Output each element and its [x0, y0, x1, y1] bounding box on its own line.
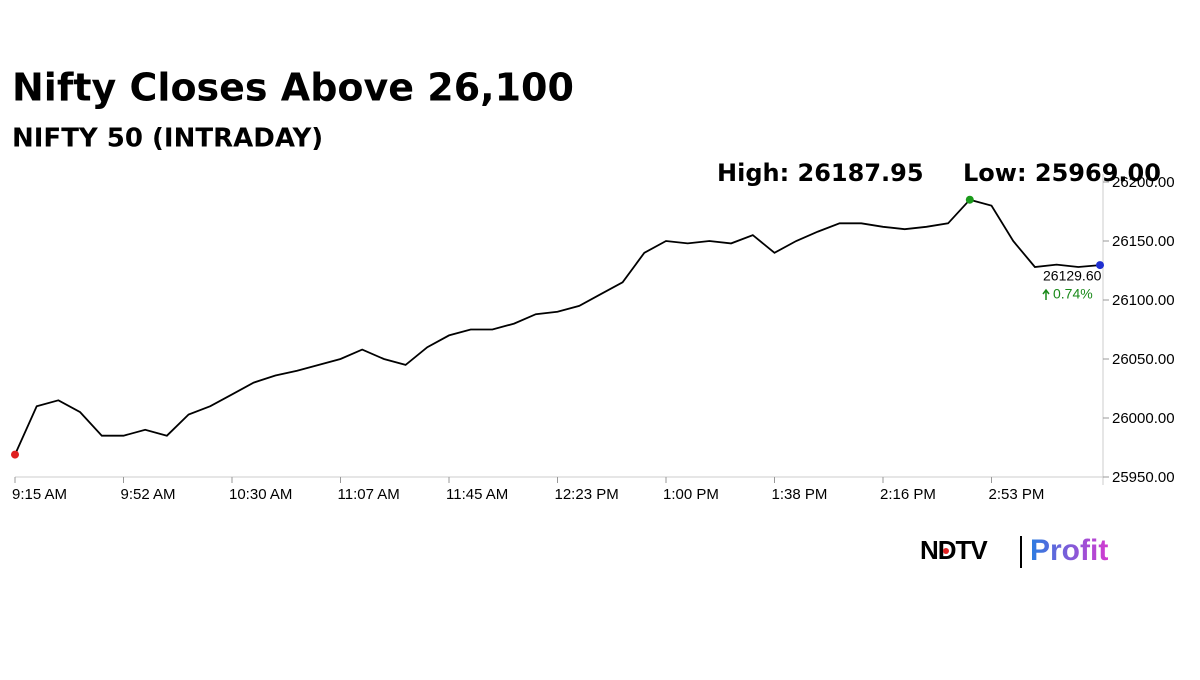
x-tick-label: 1:38 PM — [772, 486, 828, 503]
y-tick-label: 25950.00 — [1112, 469, 1175, 486]
price-line — [14, 198, 1101, 455]
low-label: Low: 25969.00 — [963, 159, 1161, 187]
x-tick-label: 9:52 AM — [121, 486, 176, 503]
y-tick-label: 26000.00 — [1112, 410, 1175, 427]
x-tick-label: 10:30 AM — [229, 486, 292, 503]
change-label: 0.74% — [1053, 286, 1093, 302]
last-marker — [1096, 261, 1104, 270]
x-tick-label: 11:45 AM — [446, 486, 508, 503]
y-tick-label: 26050.00 — [1112, 351, 1175, 368]
up-arrow — [1042, 288, 1050, 300]
high-label: High: 26187.95 — [717, 159, 924, 187]
x-tick-label: 12:23 PM — [555, 486, 619, 503]
chart-title: Nifty Closes Above 26,100 — [12, 66, 574, 110]
high-marker — [965, 195, 974, 204]
x-tick-label: 2:16 PM — [880, 486, 936, 503]
x-tick-label: 11:07 AM — [338, 486, 400, 503]
x-tick-label: 2:53 PM — [989, 486, 1045, 503]
y-tick-label: 26100.00 — [1112, 292, 1175, 309]
x-tick-label: 9:15 AM — [12, 486, 67, 503]
last-value-label: 26129.60 — [1043, 268, 1102, 284]
y-tick-label: 26200.00 — [1112, 174, 1175, 191]
logo-product: Profit — [1030, 534, 1108, 567]
logo-brand: NDTV — [920, 535, 988, 565]
x-tick-label: 1:00 PM — [663, 486, 719, 503]
chart-subtitle: NIFTY 50 (INTRADAY) — [12, 124, 323, 154]
y-tick-label: 26150.00 — [1112, 233, 1175, 250]
low-marker — [11, 450, 19, 459]
logo-dot — [943, 548, 949, 554]
